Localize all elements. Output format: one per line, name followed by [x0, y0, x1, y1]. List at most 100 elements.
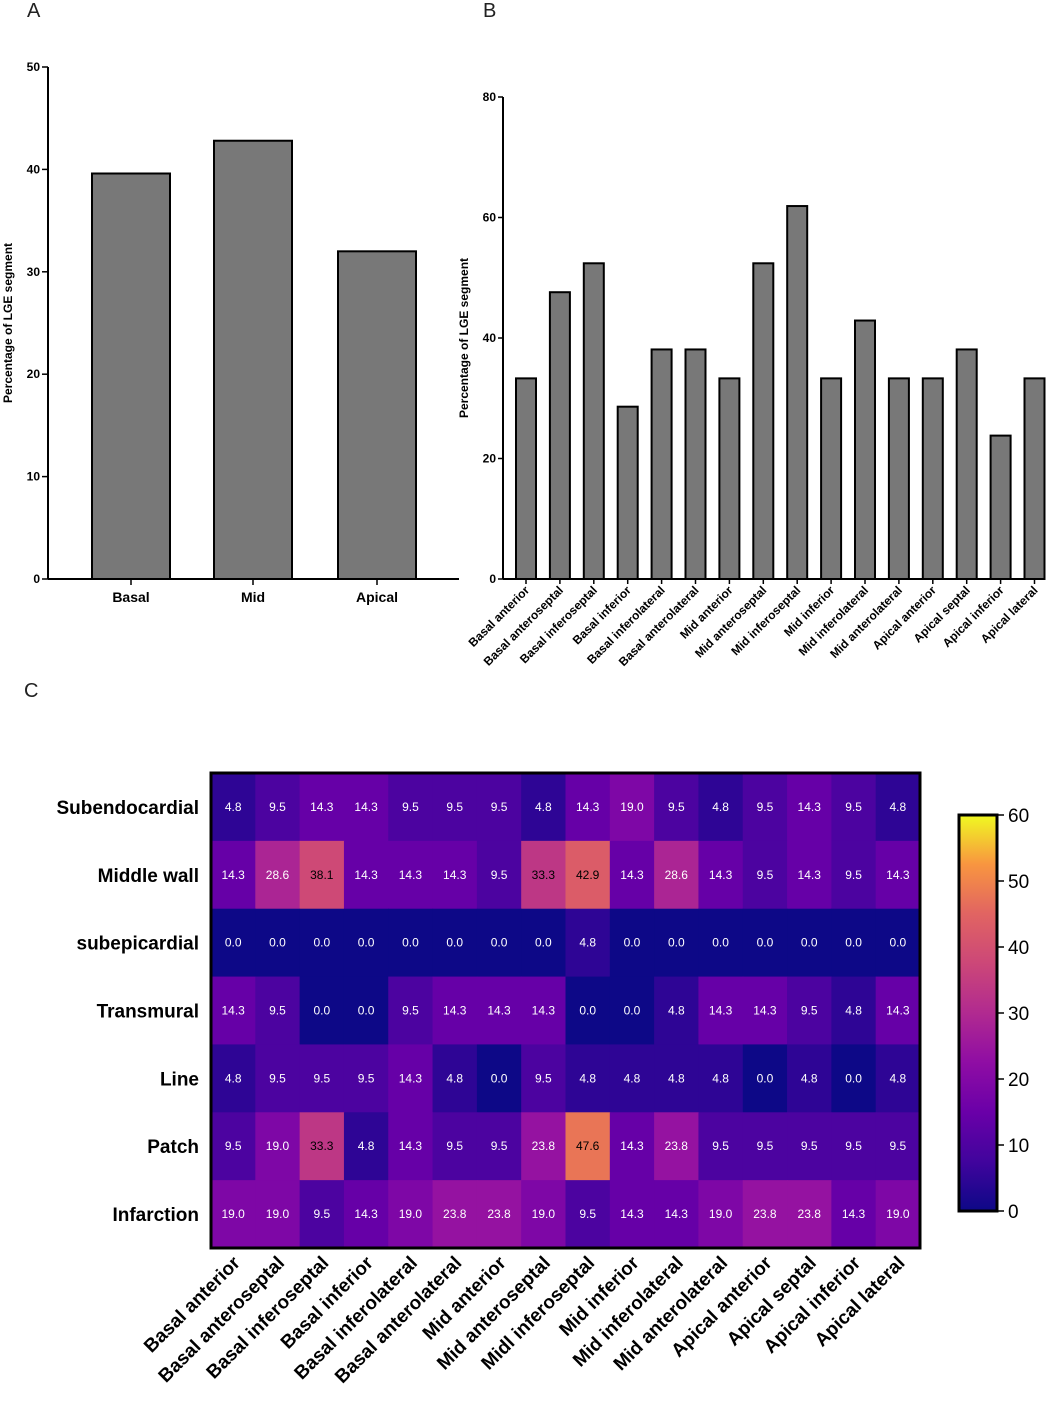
heatmap-cell — [787, 1112, 832, 1181]
heatmap-cell — [211, 908, 256, 978]
heatmap-cell — [432, 1180, 478, 1249]
bar-b-6 — [718, 377, 741, 580]
heatmap-cell-label: 9.5 — [313, 1207, 330, 1221]
heatmap-cell — [831, 976, 877, 1045]
heatmap-cell — [875, 840, 921, 910]
heatmap-cell — [565, 773, 611, 842]
heatmap-cell-label: 4.8 — [890, 800, 907, 814]
heatmap-cell — [654, 773, 699, 842]
bar-b-0 — [515, 377, 537, 580]
heatmap-cell-label: 14.3 — [842, 1207, 866, 1221]
heatmap-cell-label: 9.5 — [446, 1139, 463, 1153]
heatmap-cell-label: 9.5 — [269, 800, 286, 814]
heatmap-cell — [698, 773, 744, 842]
heatmap-cell-label: 4.8 — [624, 1071, 641, 1085]
heatmap-cell — [875, 976, 921, 1045]
heatmap-cell-label: 0.0 — [225, 936, 242, 950]
heatmap-cell-label: 19.0 — [221, 1207, 245, 1221]
heatmap-cell-label: 4.8 — [668, 1071, 685, 1085]
bar-b-12 — [921, 377, 944, 580]
heatmap-cell — [299, 1112, 345, 1181]
heatmap-cell-label: 14.3 — [399, 1139, 423, 1153]
heatmap-cell — [609, 976, 655, 1045]
heatmap-cell-label: 33.3 — [532, 868, 556, 882]
heatmap-cell-label: 14.3 — [709, 868, 733, 882]
heatmap-cell-label: 14.3 — [753, 1004, 777, 1018]
heatmap-cell-label: 14.3 — [709, 1004, 733, 1018]
heatmap-cell-label: 9.5 — [890, 1139, 907, 1153]
heatmap-cell-label: 4.8 — [225, 1071, 242, 1085]
heatmap-cell — [476, 908, 522, 978]
bar-a-mid — [213, 139, 293, 580]
heatmap-cell-label: 4.8 — [579, 936, 596, 950]
heatmap-cell — [609, 840, 655, 910]
heatmap-cell — [343, 908, 389, 978]
heatmap-cell-label: 0.0 — [579, 1004, 596, 1018]
bar-b-8 — [786, 205, 809, 581]
bar-b-1 — [548, 291, 571, 580]
heatmap-cell — [609, 773, 655, 842]
heatmap-cell-label: 9.5 — [801, 1139, 818, 1153]
heatmap-cell — [343, 1112, 389, 1181]
heatmap-cell-label: 9.5 — [491, 800, 508, 814]
heatmap-cell — [787, 908, 832, 978]
heatmap-cell-label: 9.5 — [757, 800, 774, 814]
heatmap-cell — [654, 840, 699, 910]
heatmap-cell-label: 14.3 — [886, 1004, 910, 1018]
heatmap-cell-label: 9.5 — [402, 800, 419, 814]
heatmap-cell — [432, 1044, 478, 1113]
heatmap-cell — [476, 840, 522, 910]
heatmap-cell — [343, 1044, 389, 1113]
y-tick-label-b: 80 — [483, 90, 497, 104]
bar-b-13 — [955, 348, 978, 581]
y-tick-label-b: 40 — [483, 331, 497, 345]
heatmap-cell — [698, 1044, 744, 1113]
bar-b-10 — [854, 319, 876, 580]
panel-label-a: A — [27, 0, 41, 22]
bar-b-15 — [1023, 377, 1046, 580]
heatmap-cell — [565, 1180, 611, 1249]
heatmap-cell-label: 33.3 — [310, 1139, 334, 1153]
heatmap-cell — [211, 840, 256, 910]
heatmap-cell-label: 9.5 — [845, 800, 862, 814]
heatmap-cell-label: 4.8 — [845, 1004, 862, 1018]
heatmap-cell-label: 14.3 — [886, 868, 910, 882]
heatmap-cell — [875, 773, 921, 842]
heatmap-cell — [432, 840, 478, 910]
heatmap-cell — [654, 1180, 699, 1249]
heatmap-cell — [521, 1112, 566, 1181]
heatmap-cell — [565, 1044, 611, 1113]
bar-chart-a: Percentage of LGE segment 0 10 20 30 40 50 Bas… — [1, 60, 459, 605]
heatmap-cell — [299, 840, 345, 910]
heatmap-cell-label: 9.5 — [535, 1071, 552, 1085]
heatmap-cell-label: 14.3 — [399, 1071, 423, 1085]
heatmap-cell-label: 0.0 — [624, 1004, 641, 1018]
heatmap-cell-label: 0.0 — [801, 936, 818, 950]
heatmap-cell — [388, 976, 434, 1045]
heatmap-cell — [521, 840, 566, 910]
heatmap-cell — [831, 840, 877, 910]
heatmap-cell — [299, 773, 345, 842]
colorbar-tick-label: 10 — [1008, 1136, 1029, 1157]
heatmap-cell — [698, 1112, 744, 1181]
heatmap-cell-label: 14.3 — [576, 800, 600, 814]
heatmap-cell — [742, 1180, 788, 1249]
bar-b-11 — [887, 377, 910, 580]
heatmap-cell-label: 9.5 — [845, 1139, 862, 1153]
heatmap-cell — [388, 1180, 434, 1249]
heatmap-cell — [742, 840, 788, 910]
heatmap-cell-label: 0.0 — [535, 936, 552, 950]
heatmap-cell-label: 9.5 — [446, 800, 463, 814]
heatmap-cell-label: 19.0 — [886, 1207, 910, 1221]
heatmap-cell — [255, 773, 301, 842]
heatmap-row-label: Patch — [147, 1137, 199, 1158]
heatmap-cell-label: 19.0 — [532, 1207, 556, 1221]
heatmap-cell-label: 9.5 — [845, 868, 862, 882]
heatmap-cell-label: 9.5 — [712, 1139, 729, 1153]
heatmap-cell — [476, 1112, 522, 1181]
heatmap-cell — [476, 773, 522, 842]
heatmap-cell-label: 14.3 — [665, 1207, 689, 1221]
heatmap-cell-label: 14.3 — [354, 1207, 378, 1221]
heatmap-cell — [787, 773, 832, 842]
heatmap-cell — [388, 1112, 434, 1181]
